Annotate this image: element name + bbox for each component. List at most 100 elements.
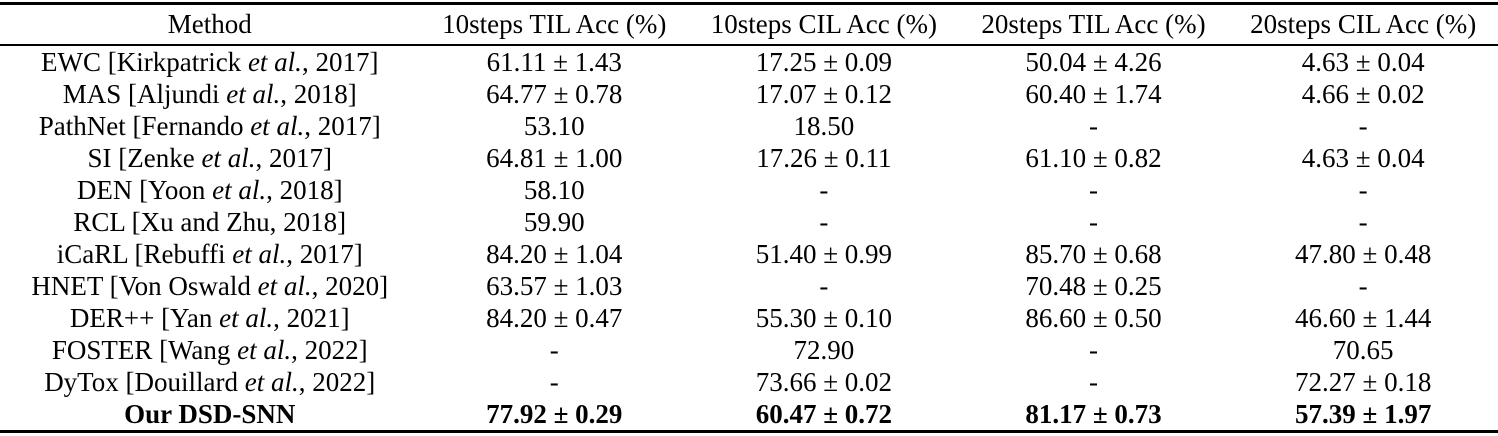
value-cell: 4.63 ± 0.04	[1301, 143, 1425, 173]
citation-year: , 2017]	[301, 47, 379, 77]
method-name: iCaRL [Rebuffi	[56, 239, 233, 269]
method-name: Our DSD-SNN	[124, 399, 296, 429]
value-cell: 18.50	[793, 111, 855, 141]
value-cell: 70.48 ± 0.25	[1025, 271, 1162, 301]
value-cell: 17.07 ± 0.12	[755, 79, 893, 109]
method-name: DyTox [Douillard	[44, 367, 245, 397]
method-name: DER++ [Yan	[69, 303, 220, 333]
value-cell: 64.77 ± 0.78	[486, 79, 623, 109]
header-10steps-til-acc: 10steps TIL Acc (%)	[419, 3, 690, 46]
table-body: EWC [Kirkpatrick et al., 2017] 61.11 ± 1…	[0, 45, 1498, 432]
value-cell: 59.90	[523, 207, 585, 237]
value-cell: 77.92 ± 0.29	[486, 399, 623, 429]
value-cell: -	[1358, 207, 1368, 237]
etal-text: et al.	[226, 79, 281, 109]
citation-year: , 2022]	[291, 335, 368, 365]
value-cell: 73.66 ± 0.02	[755, 367, 893, 397]
etal-text: et al.	[247, 47, 302, 77]
table-row: RCL [Xu and Zhu, 2018] 59.90 - - -	[0, 206, 1498, 238]
value-cell: -	[1358, 175, 1368, 205]
value-cell: 47.80 ± 0.48	[1295, 239, 1432, 269]
table-header: Method 10steps TIL Acc (%) 10steps CIL A…	[0, 3, 1498, 46]
citation-year: , 2020]	[311, 271, 389, 301]
method-cell: iCaRL [Rebuffi et al., 2017]	[0, 238, 419, 270]
table-row-ours: Our DSD-SNN 77.92 ± 0.29 60.47 ± 0.72 81…	[0, 398, 1498, 432]
value-cell: -	[549, 335, 559, 365]
citation-year: , 2018]	[266, 175, 343, 205]
value-cell: 51.40 ± 0.99	[755, 239, 893, 269]
method-cell: Our DSD-SNN	[0, 398, 419, 432]
value-cell: 4.66 ± 0.02	[1301, 79, 1425, 109]
value-cell: 60.47 ± 0.72	[755, 399, 893, 429]
header-20steps-cil-acc: 20steps CIL Acc (%)	[1228, 3, 1498, 46]
value-cell: -	[1358, 111, 1368, 141]
value-cell: -	[1089, 111, 1099, 141]
method-cell: PathNet [Fernando et al., 2017]	[0, 110, 419, 142]
value-cell: 70.65	[1332, 335, 1394, 365]
header-row: Method 10steps TIL Acc (%) 10steps CIL A…	[0, 3, 1498, 46]
value-cell: -	[819, 207, 829, 237]
value-cell: 86.60 ± 0.50	[1025, 303, 1162, 333]
value-cell: -	[1089, 335, 1099, 365]
citation-year: , 2021]	[273, 303, 350, 333]
table-row: PathNet [Fernando et al., 2017] 53.10 18…	[0, 110, 1498, 142]
value-cell: 61.10 ± 0.82	[1025, 143, 1162, 173]
value-cell: -	[549, 367, 559, 397]
value-cell: 50.04 ± 4.26	[1025, 47, 1162, 77]
value-cell: 64.81 ± 1.00	[486, 143, 623, 173]
table-row: FOSTER [Wang et al., 2022] - 72.90 - 70.…	[0, 334, 1498, 366]
value-cell: 55.30 ± 0.10	[755, 303, 893, 333]
value-cell: 72.90	[793, 335, 855, 365]
method-name: SI [Zenke	[87, 143, 202, 173]
table-row: iCaRL [Rebuffi et al., 2017] 84.20 ± 1.0…	[0, 238, 1498, 270]
value-cell: 84.20 ± 0.47	[486, 303, 623, 333]
method-name: HNET [Von Oswald	[31, 271, 258, 301]
citation-year: , 2022]	[298, 367, 376, 397]
value-cell: 61.11 ± 1.43	[486, 47, 622, 77]
etal-text: et al.	[237, 335, 292, 365]
value-cell: -	[1089, 175, 1099, 205]
etal-text: et al.	[244, 367, 299, 397]
table-row: DER++ [Yan et al., 2021] 84.20 ± 0.47 55…	[0, 302, 1498, 334]
method-name: FOSTER [Wang	[51, 335, 238, 365]
value-cell: -	[1089, 207, 1099, 237]
value-cell: 60.40 ± 1.74	[1025, 79, 1162, 109]
table-row: DEN [Yoon et al., 2018] 58.10 - - -	[0, 174, 1498, 206]
etal-text: et al.	[219, 303, 274, 333]
method-cell: RCL [Xu and Zhu, 2018]	[0, 206, 419, 238]
header-10steps-cil-acc: 10steps CIL Acc (%)	[689, 3, 959, 46]
table-row: HNET [Von Oswald et al., 2020] 63.57 ± 1…	[0, 270, 1498, 302]
method-cell: FOSTER [Wang et al., 2022]	[0, 334, 419, 366]
etal-text: et al.	[250, 111, 305, 141]
table-row: SI [Zenke et al., 2017] 64.81 ± 1.00 17.…	[0, 142, 1498, 174]
value-cell: 46.60 ± 1.44	[1295, 303, 1432, 333]
value-cell: 17.25 ± 0.09	[755, 47, 893, 77]
table-row: MAS [Aljundi et al., 2018] 64.77 ± 0.78 …	[0, 78, 1498, 110]
method-cell: DER++ [Yan et al., 2021]	[0, 302, 419, 334]
citation-year: , 2017]	[304, 111, 381, 141]
citation-year: , 2018]	[280, 79, 357, 109]
value-cell: 85.70 ± 0.68	[1025, 239, 1162, 269]
method-name: RCL [Xu and Zhu, 2018]	[73, 207, 347, 237]
etal-text: et al.	[201, 143, 256, 173]
value-cell: 53.10	[523, 111, 585, 141]
method-cell: DyTox [Douillard et al., 2022]	[0, 366, 419, 398]
value-cell: -	[1358, 271, 1368, 301]
value-cell: -	[1089, 367, 1099, 397]
method-cell: SI [Zenke et al., 2017]	[0, 142, 419, 174]
method-name: PathNet [Fernando	[38, 111, 251, 141]
method-cell: DEN [Yoon et al., 2018]	[0, 174, 419, 206]
citation-year: , 2017]	[286, 239, 363, 269]
value-cell: 72.27 ± 0.18	[1295, 367, 1432, 397]
method-name: EWC [Kirkpatrick	[41, 47, 248, 77]
value-cell: 84.20 ± 1.04	[486, 239, 623, 269]
etal-text: et al.	[212, 175, 267, 205]
value-cell: 57.39 ± 1.97	[1295, 399, 1432, 429]
etal-text: et al.	[232, 239, 287, 269]
value-cell: 17.26 ± 0.11	[756, 143, 892, 173]
method-name: DEN [Yoon	[76, 175, 213, 205]
value-cell: -	[819, 271, 829, 301]
etal-text: et al.	[257, 271, 312, 301]
